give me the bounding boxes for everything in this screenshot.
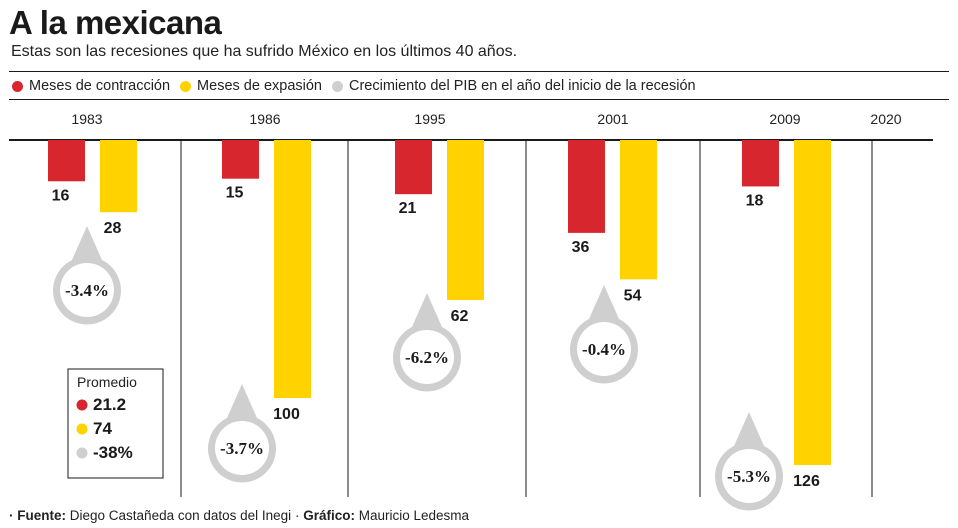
legend-label-expansion: Meses de expasión	[197, 78, 322, 94]
bar-expansion-2001	[620, 140, 657, 280]
label-expansion-2001: 54	[624, 287, 642, 304]
year-label-1995: 1995	[414, 111, 445, 127]
footer-separator: ·	[294, 508, 300, 523]
bar-contraction-1995	[395, 140, 432, 195]
gdp-label-2009: -5.3%	[727, 467, 771, 486]
gdp-bubble-inner-1986	[215, 421, 269, 475]
bar-expansion-2009	[794, 140, 831, 466]
bar-contraction-1986	[222, 140, 259, 179]
label-contraction-2009: 18	[746, 192, 764, 209]
footer-credit-label: Gráfico:	[303, 508, 355, 523]
year-label-1986: 1986	[249, 111, 280, 127]
legend-bottom-rule	[9, 99, 949, 100]
gdp-bubble-inner-2001	[577, 322, 631, 376]
legend-item-expansion: Meses de expasión	[180, 78, 322, 94]
promedio-value-2: -38%	[93, 443, 133, 462]
gdp-label-2001: -0.4%	[582, 340, 626, 359]
legend-swatch-gdp	[331, 80, 343, 92]
footer-source: Diego Castañeda con datos del Inegi	[69, 508, 292, 523]
year-label-2020: 2020	[870, 111, 901, 127]
year-label-1983: 1983	[71, 111, 102, 127]
label-contraction-1995: 21	[399, 200, 417, 217]
gdp-label-1983: -3.4%	[65, 281, 109, 300]
bar-contraction-2009	[742, 140, 779, 187]
legend: Meses de contracción Meses de expasión C…	[12, 76, 706, 96]
promedio-value-1: 74	[93, 419, 112, 438]
gdp-bubble-inner-1995	[400, 330, 454, 384]
chart-subtitle: Estas son las recesiones que ha sufrido …	[11, 43, 518, 60]
promedio-title: Promedio	[77, 374, 137, 390]
promedio-swatch-1	[76, 423, 88, 435]
footer-credit: Mauricio Ledesma	[358, 508, 470, 523]
footer-credits: · Fuente: Diego Castañeda con datos del …	[9, 508, 469, 523]
promedio-swatch-2	[76, 447, 88, 459]
label-expansion-1983: 28	[104, 220, 122, 237]
bar-expansion-1995	[447, 140, 484, 300]
legend-top-rule	[9, 71, 949, 72]
gdp-bubble-inner-1983	[60, 263, 114, 317]
gdp-label-1986: -3.7%	[220, 439, 264, 458]
bar-contraction-1983	[48, 140, 85, 182]
year-label-2001: 2001	[597, 111, 628, 127]
chart-title: A la mexicana	[9, 4, 222, 41]
legend-item-gdp: Crecimiento del PIB en el año del inicio…	[331, 78, 696, 94]
label-expansion-1986: 100	[273, 406, 300, 423]
legend-swatch-contraction	[12, 80, 23, 92]
promedio-value-0: 21.2	[93, 395, 126, 414]
gdp-bubble-inner-2009	[722, 449, 776, 503]
label-expansion-2009: 126	[793, 473, 820, 490]
label-expansion-1995: 62	[451, 308, 469, 325]
bar-expansion-1986	[274, 140, 311, 398]
label-contraction-1986: 15	[226, 185, 244, 202]
legend-swatch-expansion	[180, 80, 192, 92]
footer-source-label: · Fuente:	[9, 508, 66, 523]
legend-label-contraction: Meses de contracción	[29, 78, 171, 94]
gdp-label-1995: -6.2%	[405, 348, 449, 367]
promedio-box	[67, 368, 164, 479]
label-contraction-1983: 16	[52, 187, 70, 204]
legend-label-gdp: Crecimiento del PIB en el año del inicio…	[348, 78, 696, 94]
legend-item-contraction: Meses de contracción	[12, 78, 170, 94]
promedio-swatch-0	[76, 399, 88, 411]
bar-expansion-1983	[100, 140, 137, 213]
label-contraction-2001: 36	[572, 239, 590, 256]
bar-contraction-2001	[568, 140, 605, 233]
year-label-2009: 2009	[769, 111, 800, 127]
